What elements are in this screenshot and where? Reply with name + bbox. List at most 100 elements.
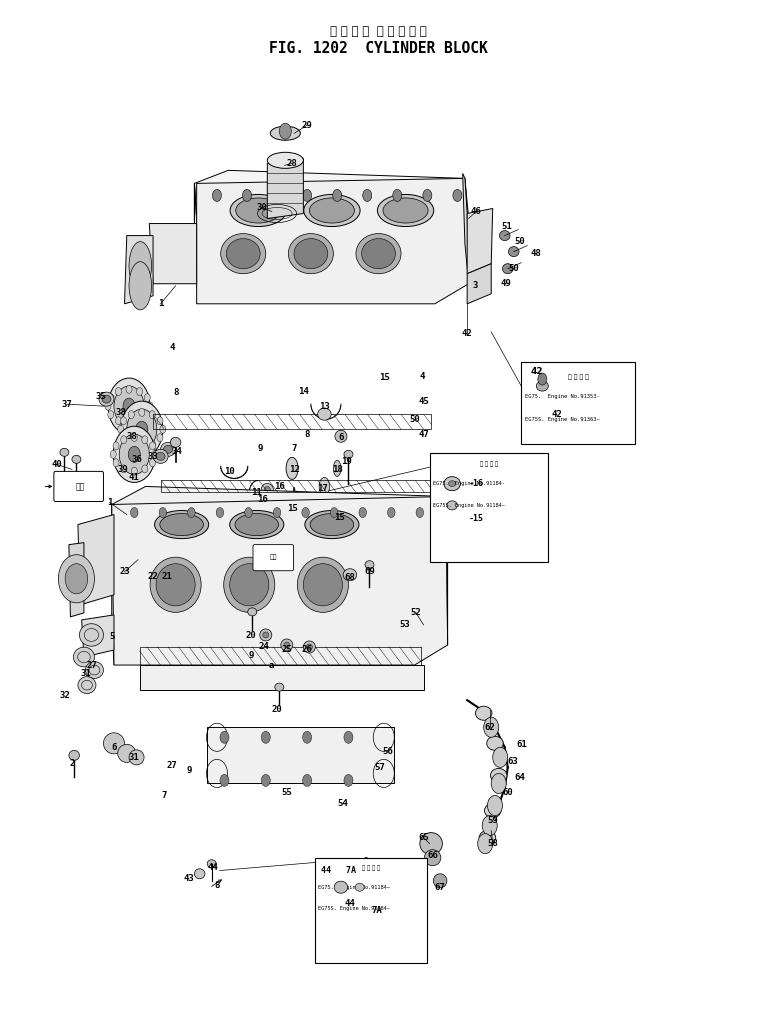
Text: 6: 6 [111, 743, 117, 752]
Text: a: a [269, 661, 275, 670]
Ellipse shape [500, 231, 510, 240]
Text: 29: 29 [302, 121, 313, 130]
Text: 50: 50 [515, 237, 525, 246]
Text: FIG. 1202  CYLINDER BLOCK: FIG. 1202 CYLINDER BLOCK [269, 41, 488, 55]
Ellipse shape [224, 557, 275, 612]
Ellipse shape [356, 233, 401, 273]
Ellipse shape [433, 874, 447, 888]
Circle shape [128, 440, 134, 448]
Circle shape [217, 508, 224, 518]
Circle shape [330, 508, 338, 518]
Ellipse shape [318, 409, 331, 420]
Circle shape [130, 508, 138, 518]
Ellipse shape [334, 881, 347, 893]
Text: 4: 4 [169, 343, 175, 352]
Circle shape [128, 411, 134, 419]
Text: 適 用 号 機: 適 用 号 機 [362, 866, 380, 871]
Ellipse shape [487, 737, 503, 751]
Ellipse shape [355, 883, 364, 891]
Ellipse shape [286, 457, 298, 479]
Ellipse shape [195, 869, 205, 879]
Circle shape [388, 508, 395, 518]
Circle shape [136, 417, 142, 425]
Ellipse shape [261, 483, 273, 495]
Text: 適 用 号 機: 適 用 号 機 [568, 374, 589, 379]
Text: 58: 58 [488, 839, 498, 849]
Circle shape [493, 748, 508, 768]
Text: 27: 27 [167, 761, 177, 770]
Polygon shape [112, 496, 447, 665]
Text: 43: 43 [184, 874, 195, 883]
Text: -15: -15 [469, 514, 484, 523]
Ellipse shape [278, 496, 284, 502]
Ellipse shape [129, 261, 151, 310]
Ellipse shape [479, 830, 496, 845]
Text: 34: 34 [172, 447, 182, 456]
Ellipse shape [153, 449, 168, 463]
Circle shape [113, 459, 119, 467]
Text: 53: 53 [400, 621, 410, 630]
Text: シ リ ン ダ  ブ ロ ッ ク ・: シ リ ン ダ ブ ロ ッ ク ・ [330, 25, 427, 38]
Circle shape [359, 508, 366, 518]
Ellipse shape [72, 455, 81, 463]
Ellipse shape [275, 493, 287, 506]
Text: 7: 7 [291, 444, 297, 453]
Text: 63: 63 [507, 757, 518, 766]
Circle shape [120, 434, 149, 474]
Ellipse shape [235, 198, 281, 223]
Text: 15: 15 [379, 372, 390, 381]
Circle shape [393, 190, 402, 202]
Circle shape [273, 508, 281, 518]
Circle shape [159, 508, 167, 518]
Ellipse shape [491, 769, 507, 782]
Ellipse shape [305, 511, 359, 539]
Text: 67: 67 [435, 883, 445, 892]
Text: 54: 54 [337, 799, 347, 808]
Polygon shape [195, 171, 469, 243]
Text: 64: 64 [515, 773, 525, 782]
Text: 61: 61 [516, 740, 527, 749]
Circle shape [332, 190, 341, 202]
Text: 31: 31 [80, 669, 91, 678]
Circle shape [121, 436, 126, 444]
Circle shape [120, 434, 126, 442]
Bar [522, 362, 635, 444]
Text: 6: 6 [338, 433, 344, 442]
Circle shape [58, 555, 95, 602]
Text: 20: 20 [272, 704, 282, 713]
Text: 47: 47 [418, 430, 429, 439]
Polygon shape [149, 224, 197, 284]
Ellipse shape [420, 832, 442, 855]
Circle shape [116, 387, 122, 396]
Text: 前方: 前方 [76, 482, 85, 491]
Polygon shape [197, 179, 469, 304]
Text: 52: 52 [411, 608, 422, 618]
Circle shape [220, 775, 229, 786]
FancyBboxPatch shape [253, 545, 294, 571]
Polygon shape [467, 209, 493, 273]
Circle shape [149, 459, 155, 467]
Text: 51: 51 [501, 222, 512, 231]
Polygon shape [82, 614, 114, 657]
Text: EG75S. Engine No.91184~: EG75S. Engine No.91184~ [318, 906, 390, 911]
Circle shape [261, 775, 270, 786]
Ellipse shape [304, 195, 360, 227]
Circle shape [220, 732, 229, 744]
Circle shape [488, 795, 503, 815]
Text: 4: 4 [419, 371, 425, 380]
Text: 38: 38 [126, 432, 138, 441]
Text: 16: 16 [274, 482, 285, 491]
Text: 9: 9 [248, 651, 254, 660]
Circle shape [491, 774, 506, 793]
Text: 42: 42 [462, 329, 472, 338]
Circle shape [149, 442, 155, 450]
Text: 25: 25 [282, 646, 292, 655]
Text: 68: 68 [344, 573, 355, 582]
Ellipse shape [263, 632, 269, 638]
Text: 11: 11 [251, 488, 262, 497]
Circle shape [121, 465, 126, 473]
Circle shape [344, 775, 353, 786]
Ellipse shape [383, 198, 428, 223]
Circle shape [188, 508, 195, 518]
Circle shape [118, 425, 123, 433]
